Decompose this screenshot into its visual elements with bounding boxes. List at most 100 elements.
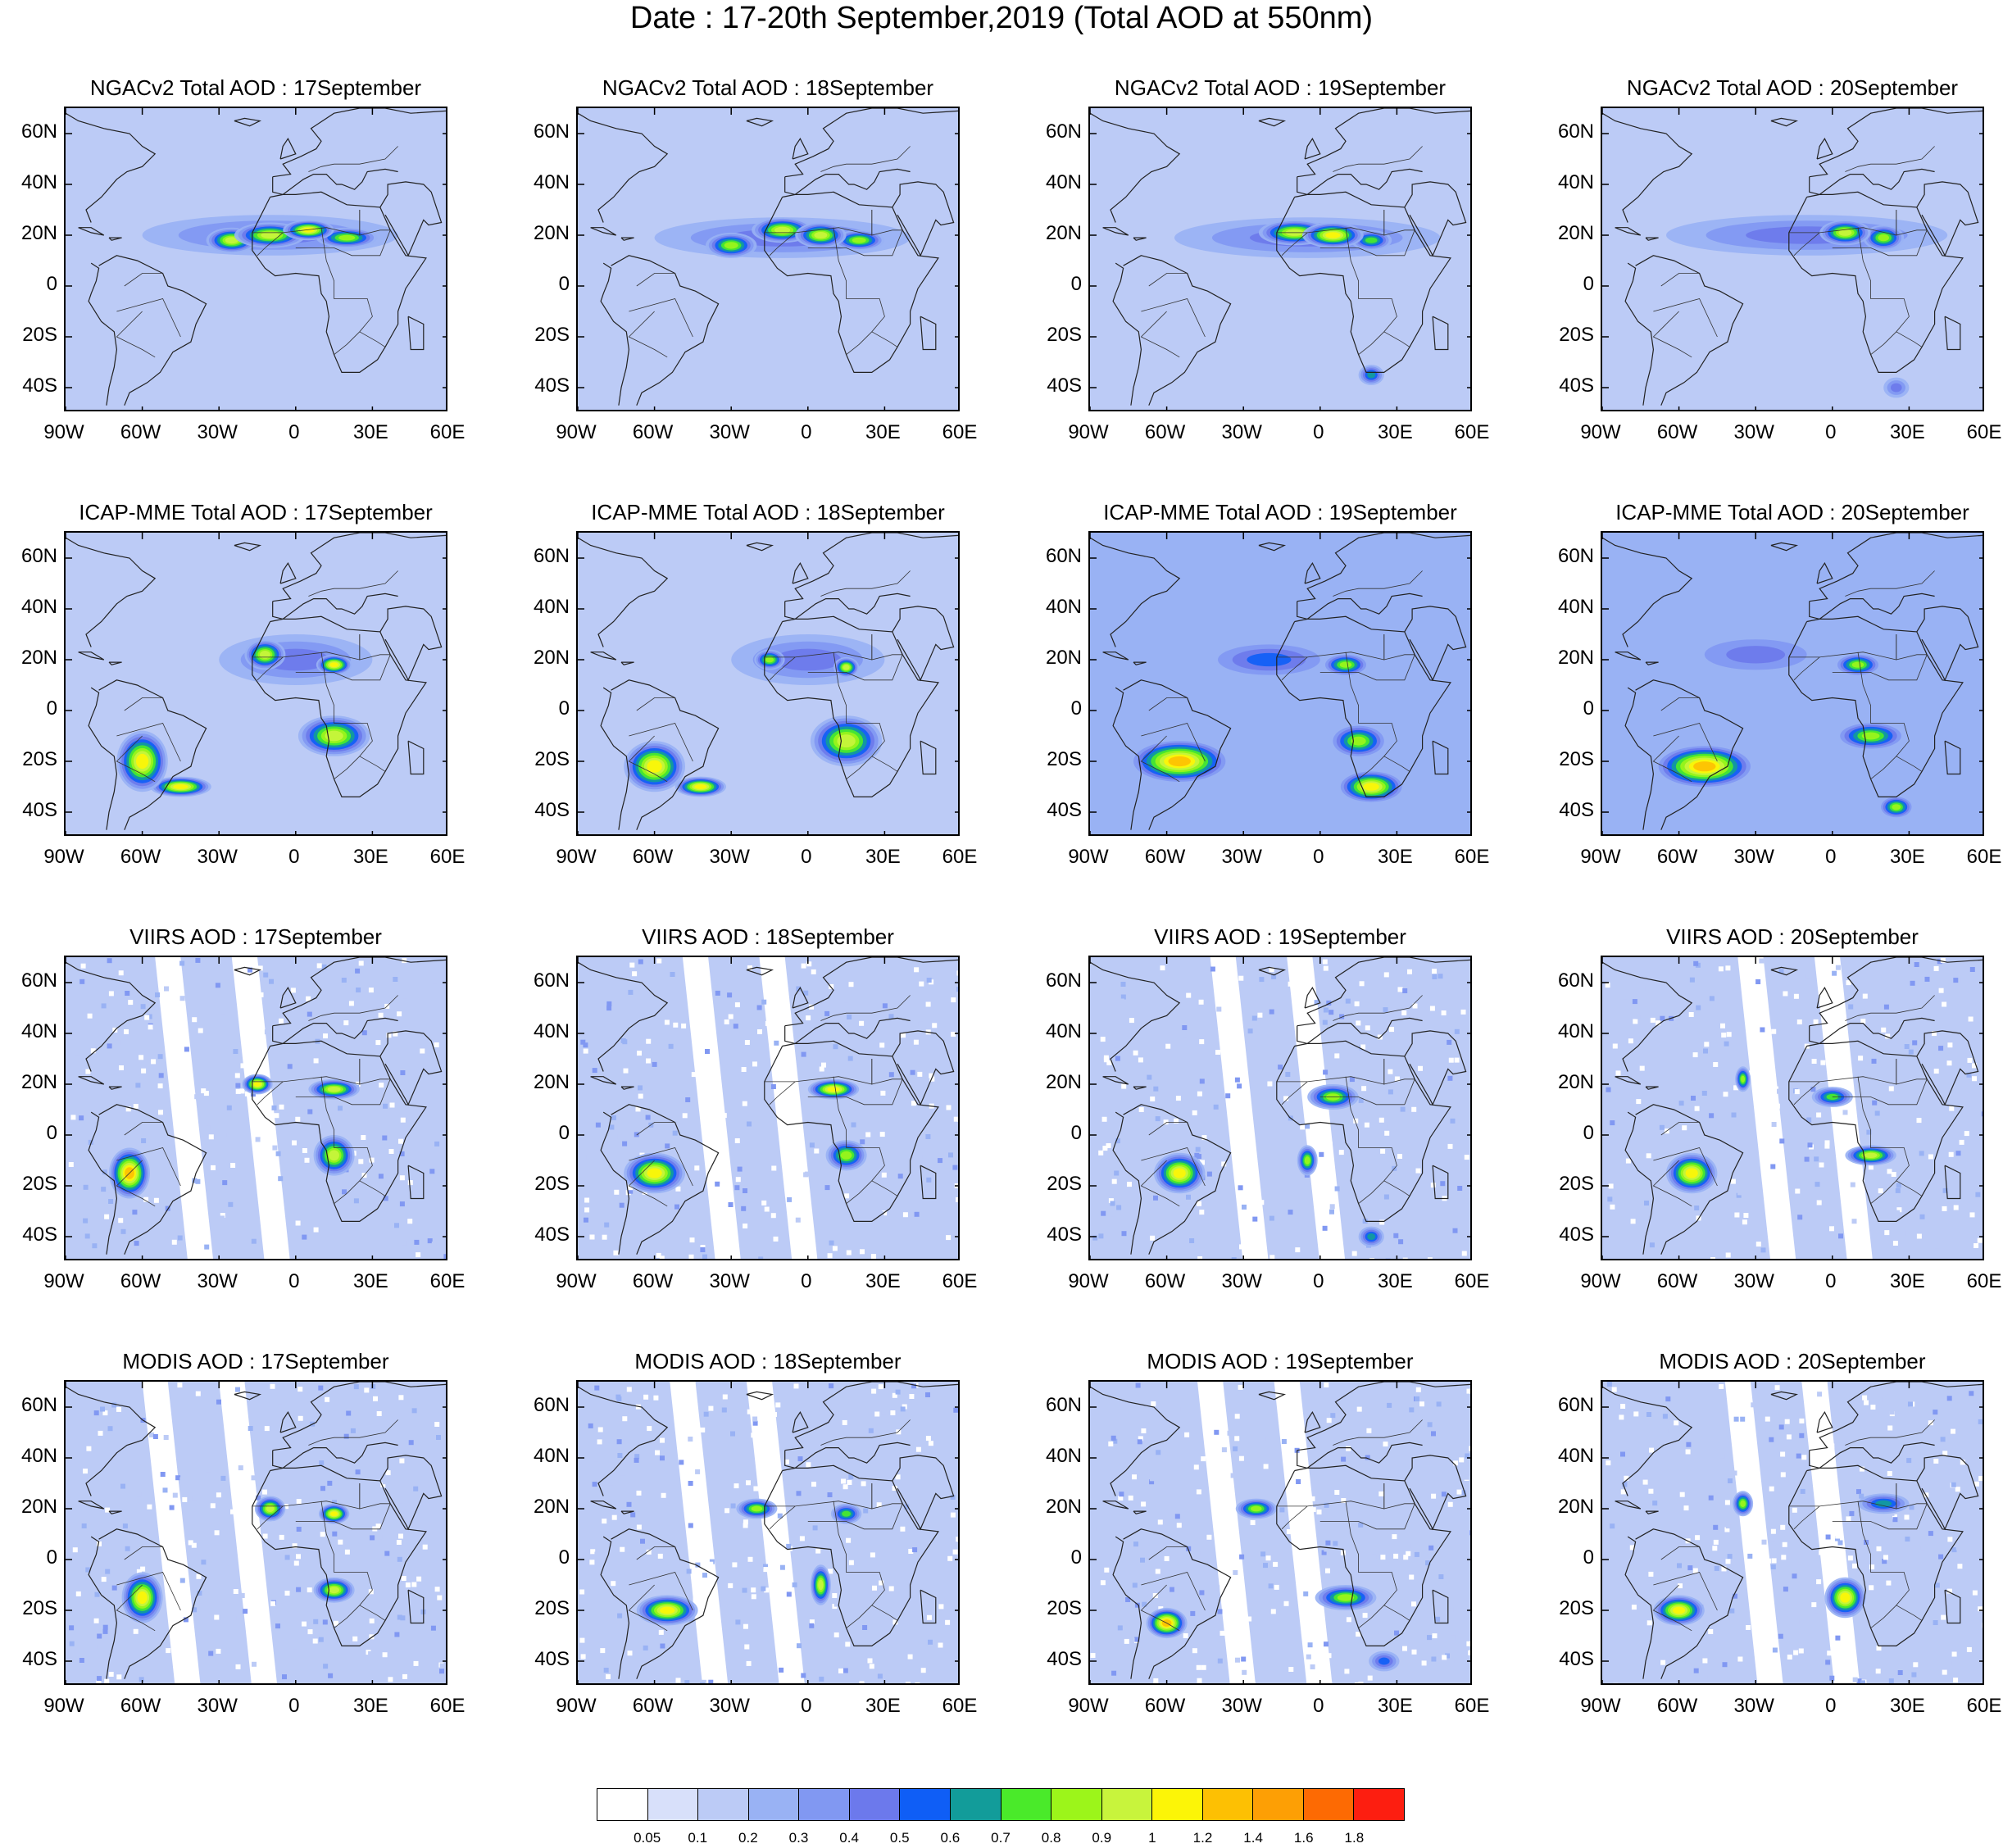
retrieval-cell [747, 1121, 752, 1127]
retrieval-cell [208, 1650, 214, 1656]
retrieval-cell [1919, 1151, 1924, 1156]
coastline [252, 615, 427, 797]
retrieval-cell [1407, 969, 1412, 974]
retrieval-cell [235, 1387, 240, 1392]
retrieval-cell [1928, 1531, 1933, 1537]
retrieval-cell [1382, 1026, 1388, 1031]
retrieval-cell [384, 1551, 390, 1556]
swath-gap [759, 957, 818, 1259]
retrieval-cell [1454, 1057, 1460, 1063]
retrieval-cell [1325, 1568, 1330, 1573]
country-border [769, 1081, 796, 1106]
retrieval-cell [727, 992, 733, 998]
retrieval-cell [203, 1091, 209, 1097]
coastline [234, 117, 262, 127]
retrieval-cell [1400, 1106, 1406, 1112]
retrieval-cell [1304, 1002, 1310, 1008]
retrieval-cell [1119, 998, 1124, 1004]
retrieval-cell [1877, 1397, 1883, 1402]
retrieval-cell [1807, 1142, 1813, 1148]
country-border [1281, 1505, 1308, 1530]
retrieval-cell [192, 1178, 198, 1183]
retrieval-cell [192, 1017, 198, 1023]
retrieval-cell [851, 1122, 856, 1128]
retrieval-cell [659, 1255, 665, 1259]
retrieval-cell [1786, 1434, 1792, 1440]
retrieval-cell [1233, 1446, 1238, 1451]
country-border [1660, 1122, 1700, 1136]
retrieval-cell [1829, 1443, 1835, 1449]
retrieval-cell [160, 1472, 166, 1477]
retrieval-cell [434, 1587, 440, 1592]
retrieval-cell [1457, 1186, 1463, 1191]
retrieval-cell [1769, 1486, 1774, 1492]
lat-tick-label: 20S [534, 1173, 570, 1195]
retrieval-cell [1327, 1145, 1333, 1151]
aod-contour [261, 232, 279, 238]
retrieval-cell [1175, 1406, 1181, 1412]
retrieval-cell [120, 1228, 126, 1234]
retrieval-cell [1817, 1392, 1823, 1397]
retrieval-cell [611, 1581, 616, 1587]
lat-tick-label: 40S [1559, 1648, 1594, 1670]
retrieval-cell [747, 1556, 753, 1562]
retrieval-cell [746, 1480, 751, 1486]
retrieval-cell [149, 1432, 155, 1437]
retrieval-cell [1660, 1015, 1665, 1021]
retrieval-cell [1796, 1019, 1802, 1024]
retrieval-cell [397, 1556, 402, 1562]
retrieval-cell [1217, 1609, 1223, 1614]
swath-gap [746, 1382, 805, 1683]
retrieval-cell [1220, 1630, 1225, 1636]
retrieval-cell [785, 1484, 791, 1490]
retrieval-cell [1292, 1550, 1298, 1555]
retrieval-cell [1279, 1507, 1285, 1513]
lat-tick-label: 40N [20, 1020, 57, 1042]
aod-map [1088, 956, 1472, 1260]
retrieval-cell [1463, 1664, 1469, 1670]
retrieval-cell [1283, 1096, 1289, 1101]
retrieval-cell [1674, 1643, 1679, 1649]
country-border [871, 1605, 898, 1621]
retrieval-cell [1223, 1223, 1229, 1228]
retrieval-cell [386, 1033, 392, 1038]
retrieval-cell [1186, 1546, 1192, 1551]
retrieval-cell [104, 1678, 110, 1683]
retrieval-cell [656, 1252, 661, 1258]
retrieval-cell [584, 1217, 588, 1223]
retrieval-cell [700, 1682, 705, 1683]
retrieval-cell [888, 1586, 894, 1591]
retrieval-cell [1353, 1118, 1359, 1124]
retrieval-cell [708, 1561, 714, 1567]
retrieval-cell [946, 1105, 952, 1110]
retrieval-cell [672, 1130, 678, 1136]
lon-tick-label: 30W [197, 1695, 238, 1717]
retrieval-cell [1285, 1072, 1291, 1077]
retrieval-cell [1729, 1608, 1735, 1614]
coastline [1809, 1017, 1935, 1045]
retrieval-cell [1270, 1609, 1276, 1614]
retrieval-cell [1795, 1188, 1801, 1194]
coastline [108, 237, 122, 241]
country-border [629, 1572, 693, 1611]
retrieval-cell [85, 1069, 91, 1074]
retrieval-cell [1231, 1257, 1237, 1259]
retrieval-cell [133, 1104, 139, 1109]
retrieval-cell [1756, 1253, 1761, 1258]
retrieval-cell [1448, 1057, 1454, 1063]
retrieval-cell [1283, 1601, 1289, 1606]
country-border [116, 1147, 181, 1187]
retrieval-cell [1274, 1584, 1279, 1590]
retrieval-cell [1383, 1194, 1389, 1200]
retrieval-cell [1206, 1066, 1212, 1072]
retrieval-cell [1129, 1018, 1134, 1024]
coastline [1112, 1111, 1142, 1255]
retrieval-cell [226, 1105, 232, 1110]
retrieval-cell [171, 1239, 177, 1245]
retrieval-cell [908, 1549, 914, 1554]
lat-tick-label: 40N [533, 596, 570, 618]
retrieval-cell [1238, 1455, 1244, 1461]
retrieval-cell [1696, 1005, 1701, 1010]
coastline [784, 533, 958, 602]
retrieval-cell [1308, 1026, 1314, 1032]
